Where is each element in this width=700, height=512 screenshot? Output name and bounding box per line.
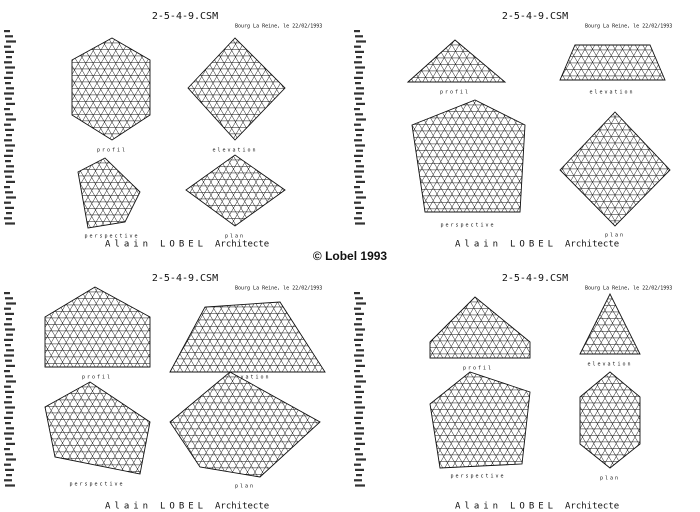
elevation-view: [169, 301, 326, 373]
sheet: 2-5-4-9.CSM Bourg La Reine, le 22/02/1993…: [354, 11, 672, 250]
plan-view: [559, 111, 671, 227]
place-date: Bourg La Reine, le 22/02/1993: [585, 24, 672, 30]
author-first: Alain: [455, 502, 502, 512]
copyright: © Lobel 1993: [313, 249, 388, 263]
view-label: perspective: [84, 234, 139, 240]
profil-view: [44, 286, 151, 368]
view-label: elevation: [212, 148, 257, 154]
plan-view: [185, 154, 286, 227]
file-name: 2-5-4-9.CSM: [502, 11, 568, 22]
file-name: 2-5-4-9.CSM: [152, 11, 218, 22]
file-name: 2-5-4-9.CSM: [502, 273, 568, 284]
place-date: Bourg La Reine, le 22/02/1993: [235, 24, 322, 30]
perspective-view: [44, 381, 151, 475]
view-label: plan: [600, 476, 620, 482]
view-label: elevation: [589, 90, 634, 96]
file-name: 2-5-4-9.CSM: [152, 273, 218, 284]
plan-view: [169, 371, 321, 478]
elevation-view: [187, 37, 286, 141]
view-label: profil: [82, 375, 112, 381]
view-label: profil: [97, 148, 127, 154]
view-label: plan: [235, 484, 255, 490]
plan-view: [579, 371, 641, 469]
profil-view: [406, 39, 507, 83]
view-label: perspective: [69, 482, 124, 488]
view-label: perspective: [440, 223, 495, 229]
profil-view: [71, 37, 151, 141]
view-label: perspective: [450, 474, 505, 480]
view-label: plan: [225, 234, 245, 240]
author-role: Architecte: [565, 502, 619, 512]
view-label: plan: [605, 233, 625, 239]
perspective-view: [429, 371, 531, 469]
author-first: Alain: [105, 240, 152, 250]
view-label: elevation: [587, 362, 632, 368]
author-last: LOBEL: [510, 240, 557, 250]
elevation-view: [559, 44, 666, 81]
view-label: profil: [440, 90, 470, 96]
author-last: LOBEL: [160, 502, 207, 512]
view-label: profil: [463, 366, 493, 372]
sheet: 2-5-4-9.CSM Bourg La Reine, le 22/02/1993…: [4, 273, 326, 512]
perspective-view: [411, 99, 526, 213]
author-last: LOBEL: [510, 502, 557, 512]
author-first: Alain: [455, 240, 502, 250]
author-first: Alain: [105, 502, 152, 512]
sheet: 2-5-4-9.CSM Bourg La Reine, le 22/02/1993…: [4, 11, 322, 250]
view-label: elevation: [225, 375, 270, 381]
sheet: 2-5-4-9.CSM Bourg La Reine, le 22/02/1993…: [354, 273, 672, 512]
place-date: Bourg La Reine, le 22/02/1993: [235, 286, 322, 292]
author-role: Architecte: [215, 502, 269, 512]
author-role: Architecte: [215, 240, 269, 250]
elevation-view: [579, 292, 641, 355]
author-last: LOBEL: [160, 240, 207, 250]
place-date: Bourg La Reine, le 22/02/1993: [585, 286, 672, 292]
author-role: Architecte: [565, 240, 619, 250]
